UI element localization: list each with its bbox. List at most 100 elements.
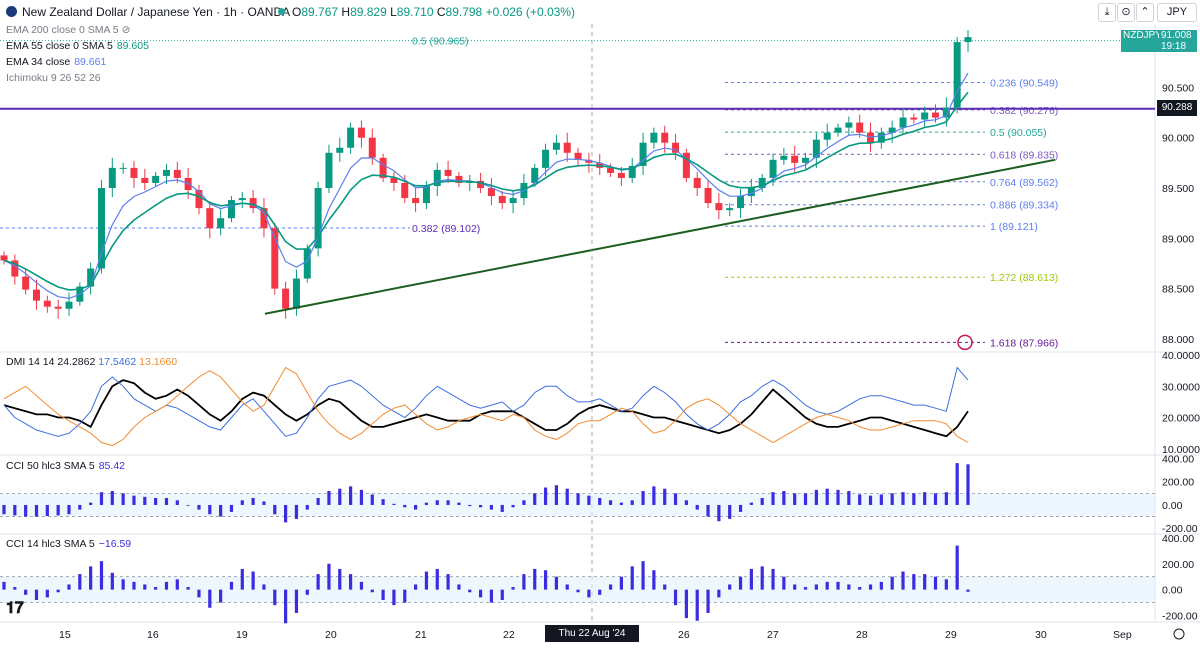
cci50-bar — [34, 504, 39, 517]
cci50-bar — [175, 500, 179, 505]
cci14-bar — [99, 561, 104, 590]
cci14-bar — [186, 587, 190, 590]
cci14-bar — [912, 574, 916, 590]
tradingview-logo-icon: 𝟏𝟕 — [6, 600, 24, 617]
candle-body — [953, 42, 961, 108]
cci14-bar — [2, 581, 6, 590]
cci14-legend[interactable]: CCI 14 hlc3 SMA 5 −16.59 — [6, 538, 132, 550]
compare-icon[interactable]: ⊙ — [1117, 3, 1135, 22]
ichimoku-legend[interactable]: Ichimoku 9 26 52 26 — [6, 72, 101, 84]
cci14-bar — [349, 574, 353, 590]
cci50-bar — [381, 499, 385, 505]
cci50-bar — [13, 504, 17, 516]
cci14-axis-tick: 0.00 — [1162, 585, 1183, 597]
fib-label: 0.5 (90.965) — [412, 36, 469, 48]
candle-body — [921, 112, 929, 120]
candle-body — [65, 301, 73, 309]
cci50-bar — [619, 502, 623, 505]
cci14-bar — [229, 581, 234, 590]
cci50-bar — [262, 501, 266, 505]
cci50-bar — [717, 504, 721, 522]
chevron-up-icon[interactable]: ⌃ — [1136, 3, 1154, 22]
ema34-legend[interactable]: EMA 34 close 89.661 — [6, 56, 107, 68]
symbol-title[interactable]: New Zealand Dollar / Japanese Yen · 1h ·… — [22, 5, 291, 19]
cci50-bar — [803, 493, 808, 505]
cci14-bar — [110, 572, 114, 590]
candle-body — [498, 196, 506, 204]
candle-body — [531, 167, 539, 183]
cci14-bar — [858, 587, 862, 590]
cci14-bar — [446, 574, 450, 590]
candle-body — [314, 188, 322, 249]
cci14-bar — [825, 581, 829, 590]
cci50-bar — [251, 497, 255, 505]
candle-body — [487, 188, 495, 197]
cci50-bar — [565, 488, 569, 505]
cci50-legend[interactable]: CCI 50 hlc3 SMA 5 85.42 — [6, 460, 125, 472]
ohlc-readout: O89.767 H89.829 L89.710 C89.798 +0.026 (… — [292, 5, 575, 19]
dmi-series-di — [3, 366, 969, 447]
candle-body — [758, 177, 766, 188]
candle-body — [357, 127, 365, 138]
candle-body — [173, 169, 181, 178]
candle-body — [509, 198, 517, 204]
settings-gear-icon — [1173, 628, 1185, 640]
dmi-axis-tick: 40.0000 — [1162, 350, 1200, 362]
cci14-bar — [879, 581, 883, 590]
fib-label: 0.236 (90.549) — [990, 77, 1058, 89]
cci50-bar — [782, 491, 786, 505]
cci50-bar — [706, 504, 710, 517]
dmi-axis-tick: 20.0000 — [1162, 413, 1200, 425]
cci14-bar — [251, 571, 255, 590]
cci14-bar — [359, 581, 364, 590]
cci50-bar — [208, 504, 212, 515]
cci50-bar — [435, 500, 439, 505]
cci50-axis-tick: -200.00 — [1162, 523, 1198, 535]
candle-body — [639, 142, 647, 166]
ema200-legend[interactable]: EMA 200 close 0 SMA 5 ⊘ — [6, 24, 131, 36]
cci14-bar — [587, 589, 591, 598]
cci50-bar — [933, 493, 938, 505]
cci14-axis-tick: 400.00 — [1162, 533, 1194, 545]
cci14-bar — [435, 568, 439, 590]
cci50-bar — [771, 492, 775, 505]
cci14-bar — [403, 589, 407, 603]
cci14-bar — [619, 576, 623, 590]
currency-selector[interactable]: JPY — [1157, 3, 1197, 22]
candle-body — [292, 278, 300, 309]
cci14-bar — [175, 579, 179, 590]
cci14-bar — [208, 589, 212, 608]
cci50-bar — [912, 493, 916, 505]
cci50-bar — [728, 504, 732, 519]
symbol-price-tag: NZDJPY — [1121, 30, 1162, 52]
eye-icon[interactable]: ⊘ — [121, 24, 131, 36]
dmi-legend[interactable]: DMI 14 14 24.2862 17.5462 13.1660 — [6, 356, 178, 368]
candle-body — [444, 169, 452, 176]
cci14-bar — [554, 576, 559, 590]
cci50-bar — [673, 493, 678, 505]
ema55-legend[interactable]: EMA 55 close 0 SMA 5 89.605 — [6, 40, 149, 52]
time-axis-tick: 27 — [767, 629, 779, 641]
cci50-bar — [500, 504, 504, 512]
candle-body — [899, 117, 907, 128]
candle-body — [585, 159, 593, 163]
ema34-line — [3, 72, 969, 300]
candle-body — [607, 167, 615, 173]
cci50-bar — [554, 485, 559, 505]
cci50-bar — [284, 504, 288, 523]
cci14-bar — [154, 587, 158, 590]
candle-body — [672, 142, 680, 153]
nz-flag-icon — [6, 6, 17, 17]
cci14-bar — [565, 584, 569, 590]
cci14-bar — [608, 584, 613, 590]
alert-icon — [957, 334, 973, 351]
candle-body — [682, 152, 690, 178]
cci14-bar — [728, 584, 732, 590]
cci14-bar — [45, 589, 49, 598]
candle-body — [542, 149, 550, 168]
download-button[interactable]: ⤓ — [1098, 3, 1116, 22]
cci14-bar — [489, 589, 494, 603]
cci14-bar — [814, 584, 818, 590]
